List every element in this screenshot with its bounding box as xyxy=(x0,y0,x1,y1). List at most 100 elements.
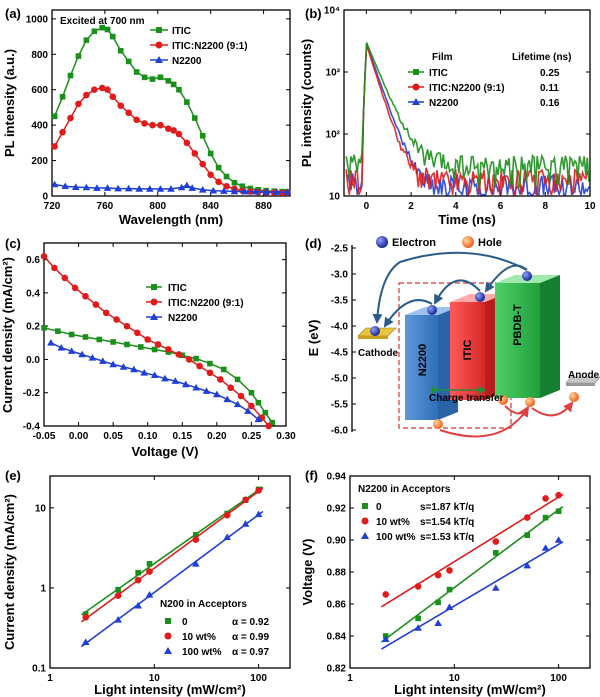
y-tick-label: 600 xyxy=(31,85,48,96)
data-point xyxy=(192,536,200,544)
data-point xyxy=(555,491,562,499)
data-point xyxy=(150,371,159,379)
data-point xyxy=(175,351,183,358)
data-point xyxy=(434,571,442,579)
itic-block xyxy=(450,302,485,400)
data-point xyxy=(492,538,500,545)
data-point xyxy=(50,180,59,188)
hole-transfer-arrow xyxy=(531,401,574,417)
x-tick-label: 6 xyxy=(498,201,504,212)
hole-icon xyxy=(498,395,508,405)
panel-a: (a) 720 760 800 840 880 0 200 400 600 800 1000 Ex… xyxy=(2,6,292,227)
data-point xyxy=(91,28,98,35)
y-ticks-c: -0.4 -0.2 0.0 0.2 0.4 0.6 xyxy=(23,255,286,433)
legend-slope: s=1.54 kT/q xyxy=(420,517,474,528)
data-point xyxy=(213,390,221,398)
data-point xyxy=(134,329,141,337)
panel-label-b: (b) xyxy=(305,6,322,21)
legend-header-lifetime: Lifetime (ns) xyxy=(512,52,571,63)
plot-frame-a xyxy=(51,9,291,197)
electron-transfer-arrow xyxy=(372,251,528,324)
legend-label: 10 wt% xyxy=(182,632,216,643)
data-point xyxy=(193,532,199,538)
data-point xyxy=(217,376,224,383)
data-point xyxy=(248,389,255,396)
panel-f: (f) 1 10 100 0.820.840.860.880.900.920.94 … xyxy=(300,468,591,697)
x-axis-label-f: Light intensity (mW/cm²) xyxy=(394,682,546,697)
series-line xyxy=(53,26,288,193)
x-axis-label-b: Time (ns) xyxy=(438,212,496,227)
x-tick-label: 0.20 xyxy=(207,431,227,442)
data-point xyxy=(215,178,222,186)
data-point xyxy=(109,93,117,101)
data-point xyxy=(241,520,250,527)
n2200-label: N2200 xyxy=(417,344,429,376)
data-point xyxy=(209,186,218,194)
x-tick-label: 0 xyxy=(364,201,370,212)
y-tick-label: -3.5 xyxy=(331,296,349,307)
data-point xyxy=(244,407,252,414)
hole-transfer-arrow xyxy=(504,405,529,418)
series-line xyxy=(53,87,288,194)
data-point xyxy=(81,638,90,646)
legend-label: 0 xyxy=(376,502,382,513)
x-tick-label: 0.05 xyxy=(103,431,123,442)
data-point xyxy=(40,253,48,260)
data-point xyxy=(93,184,101,191)
data-point xyxy=(177,183,186,191)
fit-line xyxy=(380,505,564,643)
y-axis-label-b: PL intensity (counts) xyxy=(299,39,314,167)
y-tick-label: -5.0 xyxy=(331,374,349,385)
data-point xyxy=(523,514,531,521)
electron-icon xyxy=(522,271,532,281)
y-tick-label: -3.0 xyxy=(331,270,349,281)
data-point xyxy=(130,365,138,373)
data-point xyxy=(157,74,164,81)
legend-label: 10 wt% xyxy=(376,517,410,528)
y-tick-label: 0.90 xyxy=(327,536,347,547)
data-point xyxy=(119,363,128,370)
charge-transfer-label: Charge transfer xyxy=(429,393,504,404)
data-point xyxy=(188,184,196,191)
y-tick-label: 800 xyxy=(31,50,48,61)
data-point xyxy=(524,532,531,538)
hole-icon xyxy=(569,392,579,402)
x-ticks-b: 0 2 4 6 8 10 xyxy=(364,10,596,212)
series-c xyxy=(40,253,275,430)
fit-line xyxy=(380,541,564,650)
legend-header-film: Film xyxy=(432,52,453,63)
data-point xyxy=(220,187,228,194)
data-point xyxy=(55,328,61,334)
y-axis-label-c: Current density (mA/cm²) xyxy=(0,257,15,413)
y-axis-label-a: PL intensity (a.u.) xyxy=(2,49,17,157)
cathode-label: Cathode xyxy=(358,348,398,359)
panel-label-e: (e) xyxy=(5,468,21,483)
data-point xyxy=(215,164,222,171)
data-point xyxy=(123,322,131,330)
data-point xyxy=(135,185,144,192)
data-point xyxy=(99,24,106,31)
data-point xyxy=(265,422,273,430)
y-tick-label: -0.4 xyxy=(23,422,41,433)
data-point xyxy=(199,132,206,139)
y-tick-label: -0.2 xyxy=(23,388,41,399)
y-axis-label-d: E (eV) xyxy=(306,320,321,357)
x-tick-label: 100 xyxy=(550,673,567,684)
data-point xyxy=(167,185,175,192)
x-tick-label: 10 xyxy=(149,673,161,684)
data-point xyxy=(124,341,130,348)
data-point xyxy=(82,183,91,191)
panel-label-f: (f) xyxy=(305,468,318,483)
x-tick-label: 0.30 xyxy=(276,431,296,442)
data-point xyxy=(67,72,74,79)
x-ticks-e: 1 10 100 xyxy=(47,476,267,684)
legend-marker xyxy=(164,647,172,654)
pbdbt-block-side xyxy=(540,275,560,398)
electron-transfer-arrow xyxy=(484,264,528,293)
data-point xyxy=(83,91,90,99)
legend-alpha: α = 0.99 xyxy=(232,632,269,643)
data-point xyxy=(541,544,550,551)
series-line xyxy=(43,255,270,427)
data-point xyxy=(234,376,241,383)
